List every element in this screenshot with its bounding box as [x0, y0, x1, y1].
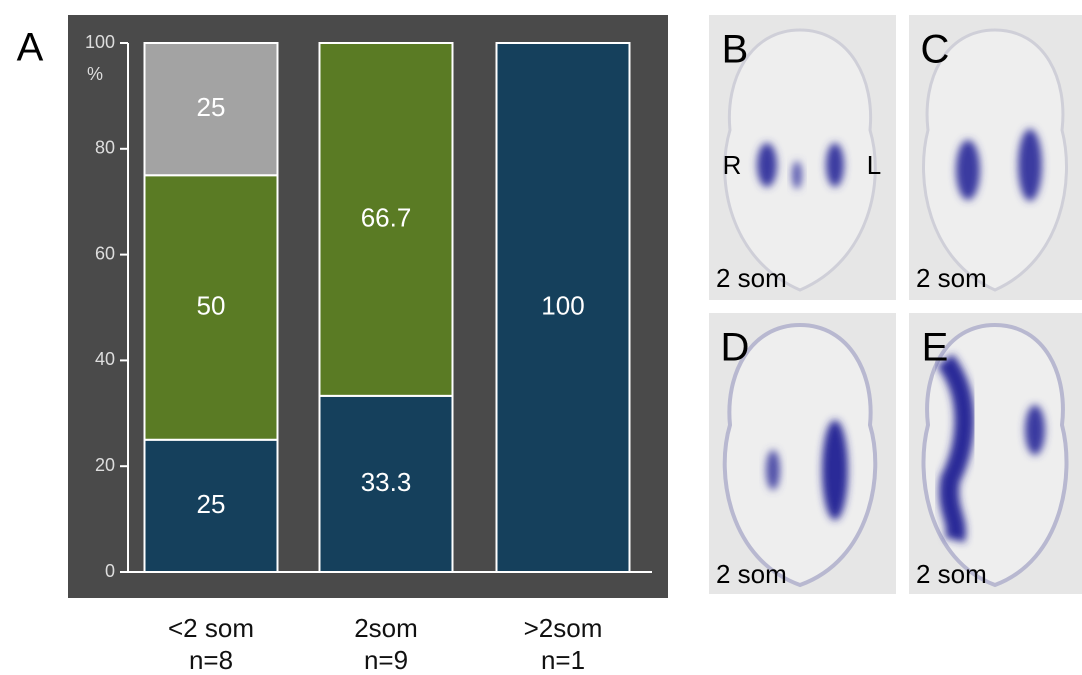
side-marker: L — [867, 150, 881, 180]
image-panel: C 2 som — [909, 15, 1082, 300]
x-tick-count: n=8 — [189, 645, 233, 675]
bar-segment — [143, 438, 279, 573]
panel-label: A — [17, 26, 44, 70]
stage-label: 2 som — [916, 263, 987, 293]
value-label: 25 — [197, 489, 226, 519]
image-panel: B R L 2 som — [709, 15, 896, 300]
value-label: 33.3 — [361, 467, 412, 497]
panel-letter: E — [922, 326, 949, 370]
bar-segment — [318, 394, 454, 573]
value-label: 100 — [541, 290, 584, 320]
bar-segment — [143, 42, 279, 177]
panel-letter: B — [722, 28, 749, 72]
side-marker: R — [723, 150, 742, 180]
panel-letter: C — [921, 28, 950, 72]
image-panel: D 2 som — [709, 313, 896, 594]
x-tick-count: n=1 — [541, 645, 585, 675]
panel-letter: D — [721, 326, 750, 370]
y-tick-label: 20 — [95, 455, 115, 475]
y-tick-label: 40 — [95, 349, 115, 369]
x-tick-label: 2som — [354, 613, 418, 643]
y-tick-label: 100 — [85, 32, 115, 52]
y-tick-label: 80 — [95, 138, 115, 158]
x-tick-label: >2som — [524, 613, 603, 643]
bar-segment — [143, 174, 279, 441]
value-label: 25 — [197, 92, 226, 122]
bar-segment — [318, 42, 454, 397]
x-tick-count: n=9 — [364, 645, 408, 675]
value-label: 66.7 — [361, 202, 412, 232]
y-tick-label: 60 — [95, 243, 115, 263]
value-label: 50 — [197, 290, 226, 320]
stage-label: 2 som — [716, 263, 787, 293]
chart: 0 20 40 60 80 100% 25 50 25 33.3 66.7 100 — [85, 32, 652, 581]
y-tick-label: 0 — [105, 561, 115, 581]
image-panel: E 2 som — [909, 313, 1082, 594]
stage-label: 2 som — [716, 559, 787, 589]
stage-label: 2 som — [916, 559, 987, 589]
bar-segment — [495, 42, 631, 573]
x-tick-label: <2 som — [168, 613, 254, 643]
y-axis-label: % — [87, 64, 103, 84]
